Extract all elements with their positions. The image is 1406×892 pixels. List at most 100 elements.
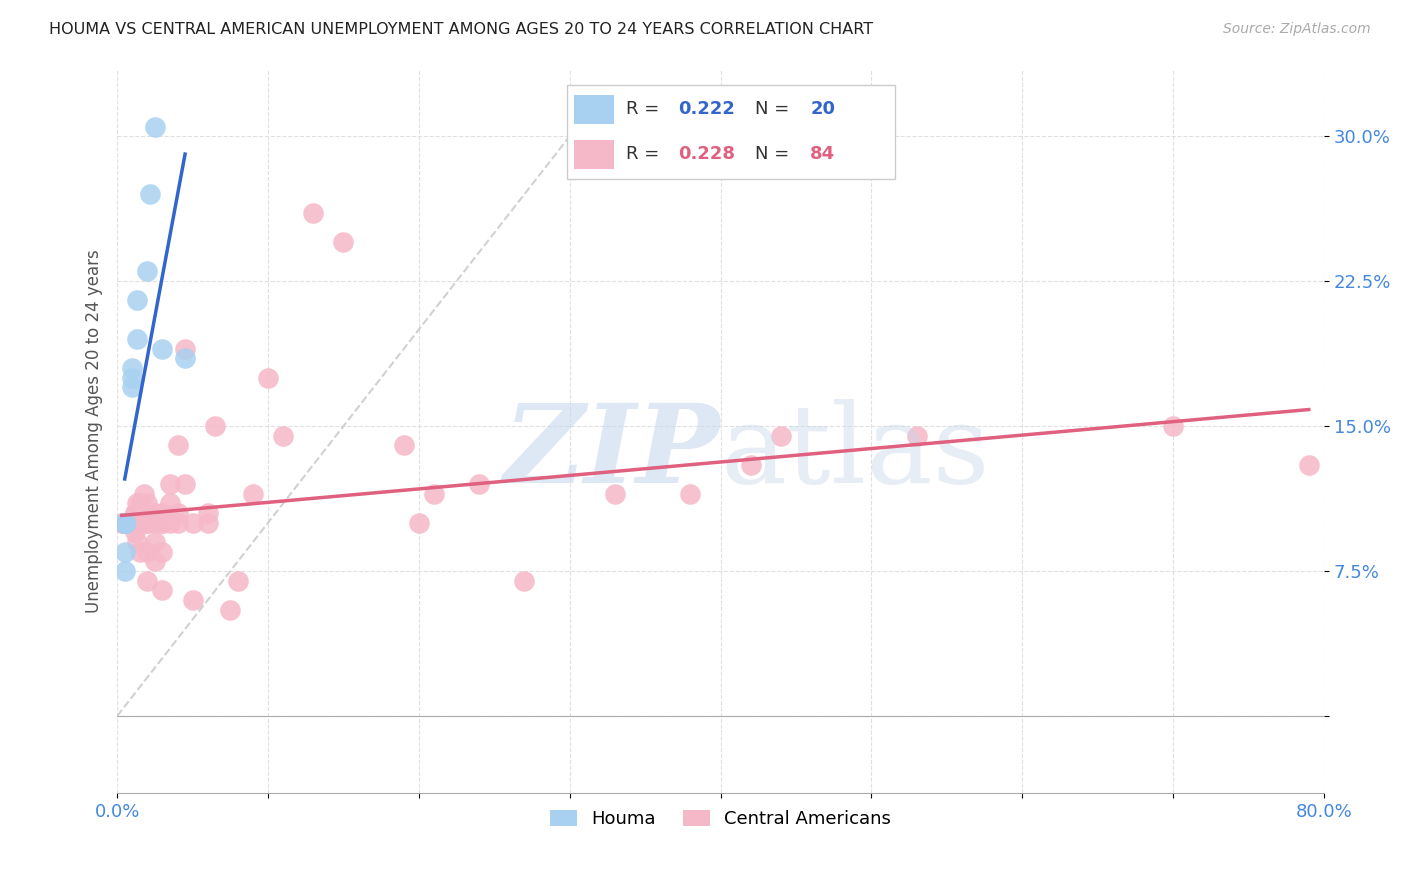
Point (128, 545, 150, 559)
Point (121, 380, 143, 394)
Point (134, 506, 156, 520)
Point (117, 516, 139, 530)
Text: atlas: atlas (720, 400, 990, 506)
Point (136, 574, 159, 588)
Point (136, 545, 159, 559)
Text: HOUMA VS CENTRAL AMERICAN UNEMPLOYMENT AMONG AGES 20 TO 24 YEARS CORRELATION CHA: HOUMA VS CENTRAL AMERICAN UNEMPLOYMENT A… (49, 22, 873, 37)
Point (143, 506, 166, 520)
Point (124, 506, 146, 520)
Point (125, 496, 148, 510)
Point (152, 516, 174, 530)
Text: Source: ZipAtlas.com: Source: ZipAtlas.com (1223, 22, 1371, 37)
Point (134, 487, 156, 501)
Point (114, 516, 136, 530)
Point (423, 487, 446, 501)
Point (136, 516, 159, 530)
Point (159, 477, 181, 491)
Point (114, 516, 136, 530)
Point (152, 583, 174, 598)
Point (181, 593, 204, 607)
Point (121, 516, 143, 530)
Point (114, 516, 136, 530)
Point (121, 516, 143, 530)
Point (121, 516, 143, 530)
Point (740, 458, 762, 472)
Point (115, 516, 138, 530)
Point (181, 516, 204, 530)
Point (114, 516, 136, 530)
Point (257, 371, 280, 385)
Point (114, 516, 136, 530)
Point (152, 342, 174, 356)
Point (125, 332, 148, 346)
Point (152, 545, 174, 559)
Point (134, 516, 156, 530)
Point (152, 506, 174, 520)
Point (143, 535, 166, 549)
Point (143, 554, 166, 568)
Point (114, 545, 136, 559)
Point (117, 516, 139, 530)
Point (114, 516, 136, 530)
Point (219, 603, 242, 617)
Point (159, 496, 181, 510)
Point (197, 506, 219, 520)
Point (112, 516, 135, 530)
Legend: Houma, Central Americans: Houma, Central Americans (543, 802, 898, 835)
Point (271, 429, 294, 443)
Point (136, 264, 159, 278)
Point (111, 516, 134, 530)
Point (114, 516, 136, 530)
Point (125, 293, 148, 308)
Point (197, 516, 219, 530)
Point (121, 516, 143, 530)
Point (125, 535, 148, 549)
Point (128, 496, 150, 510)
Point (136, 496, 159, 510)
Point (1161, 419, 1184, 434)
Point (121, 516, 143, 530)
Point (152, 516, 174, 530)
Text: ZIP: ZIP (503, 399, 720, 507)
Point (679, 487, 702, 501)
Point (332, 235, 354, 250)
Point (136, 506, 159, 520)
Point (159, 516, 181, 530)
Point (166, 506, 188, 520)
Point (603, 487, 626, 501)
Point (302, 206, 325, 220)
Point (120, 516, 142, 530)
Point (174, 477, 197, 491)
Point (905, 429, 928, 443)
Point (166, 516, 188, 530)
Point (143, 120, 166, 134)
Point (513, 574, 536, 588)
Point (114, 516, 136, 530)
Point (408, 516, 430, 530)
Point (1298, 458, 1320, 472)
Point (124, 506, 146, 520)
Point (121, 516, 143, 530)
Point (769, 429, 792, 443)
Point (392, 438, 415, 452)
Point (114, 516, 136, 530)
Point (118, 516, 141, 530)
Point (114, 516, 136, 530)
Point (121, 361, 143, 376)
Point (226, 574, 249, 588)
Point (132, 516, 155, 530)
Point (128, 516, 150, 530)
Point (174, 342, 197, 356)
Point (242, 487, 264, 501)
Point (174, 351, 197, 366)
Point (114, 516, 136, 530)
Point (117, 516, 139, 530)
Point (118, 516, 141, 530)
Point (143, 516, 166, 530)
Point (166, 438, 188, 452)
Point (136, 516, 159, 530)
Point (128, 506, 150, 520)
Point (204, 419, 226, 434)
Y-axis label: Unemployment Among Ages 20 to 24 years: Unemployment Among Ages 20 to 24 years (86, 249, 103, 613)
Point (139, 187, 162, 202)
